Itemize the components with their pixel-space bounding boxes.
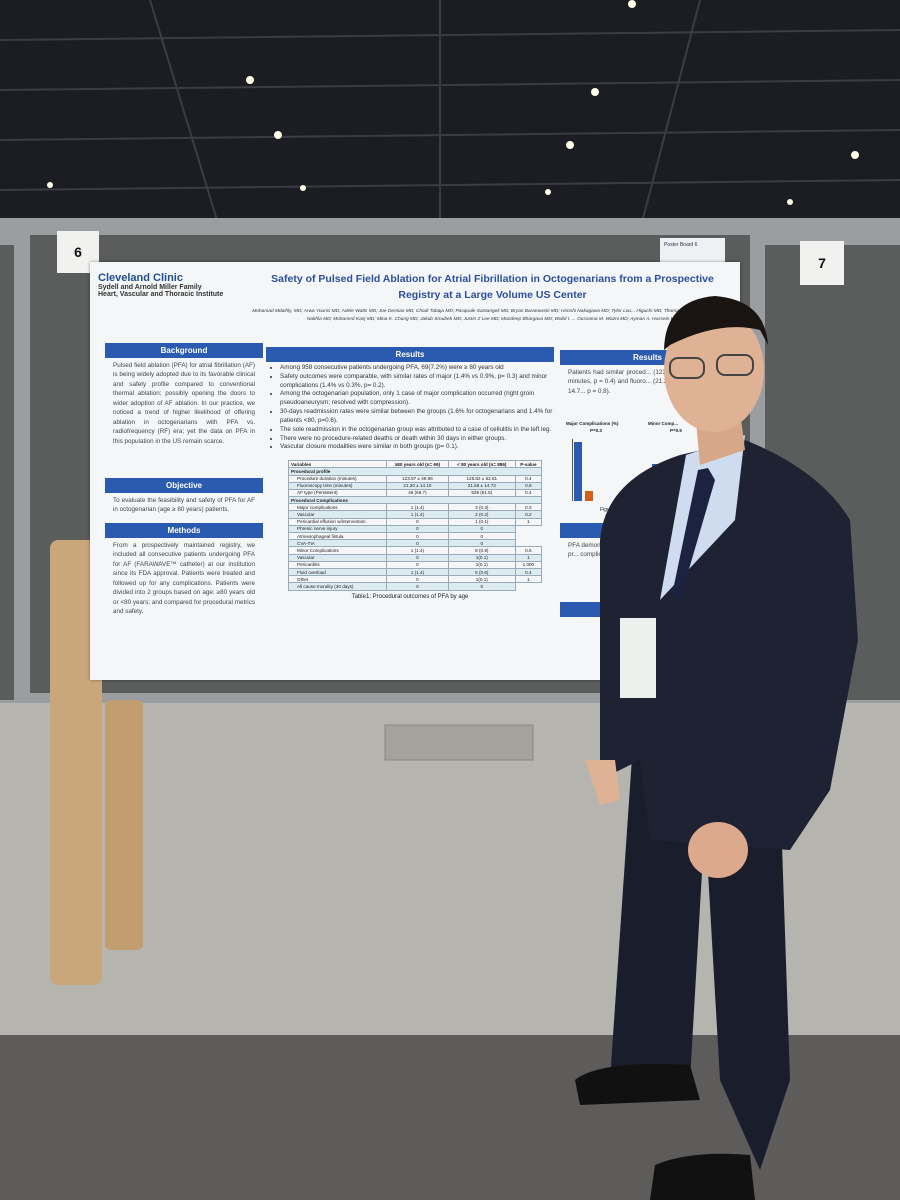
result-bullet: There were no procedure-related deaths o… — [280, 435, 554, 444]
board-number: 7 — [800, 241, 844, 285]
result-bullet: Safety outcomes were comparable, with si… — [280, 373, 554, 391]
table-cell: Procedure duration (minutes) — [288, 474, 387, 483]
table-row: AF type (Persistent) 46 (66.7) 539 (61.5) 0… — [288, 488, 543, 498]
table-cell: 0 — [385, 582, 449, 591]
table-row: Fluoroscopy time (minutes) 21.20 ± 14.10 2… — [288, 481, 543, 490]
table-cell: 1 — [514, 517, 543, 526]
chart-label: P=0.3 — [590, 428, 602, 433]
tie — [672, 468, 715, 600]
results-list: Among 958 consecutive patients undergoin… — [266, 364, 554, 452]
board-sign-text: Poster Board 6 — [664, 242, 698, 248]
result-bullet: Among the octogenarian population, only … — [280, 390, 554, 408]
poster-tube — [50, 540, 102, 985]
table-row: Procedural profile — [288, 467, 542, 476]
result-bullet: Vascular closure modalities were similar… — [280, 443, 554, 452]
table-header-cell: P-value — [514, 460, 543, 469]
table-cell: Procedural profile — [288, 467, 542, 476]
chart-label: Minor Comp... — [648, 421, 678, 426]
poster-authors: Mohamad Mdaihly, MD; Arwa Younis MD; Ade… — [252, 309, 733, 322]
ceiling-lights — [47, 0, 859, 205]
section-heading: Background — [105, 343, 263, 358]
table-cell: 1 — [514, 575, 543, 584]
middle-column: Results Among 958 consecutive patients u… — [266, 347, 554, 600]
jacket — [600, 440, 858, 850]
hair — [664, 296, 768, 350]
section-heading: Results — [266, 347, 554, 362]
table-cell: 123.87 ± 49.96 — [385, 474, 449, 483]
section-text: To evaluate the feasibility and safety o… — [113, 497, 255, 514]
hand — [585, 760, 620, 805]
shoe — [650, 1153, 755, 1200]
poster-logo: Cleveland Clinic Sydell and Arnold Mille… — [98, 272, 248, 298]
result-bullet: The sole readmission in the octogenarian… — [280, 426, 554, 435]
ceiling-truss — [0, 0, 900, 231]
section-heading: Objective — [105, 478, 263, 493]
poster-title: Safety of Pulsed Field Ablation for Atri… — [271, 273, 714, 301]
section-text: From a prospectively maintained registry… — [113, 542, 255, 616]
institution: Cleveland Clinic — [98, 272, 183, 284]
table-cell: 21.20 ± 14.10 — [385, 481, 449, 490]
chart-label: Major Complications (%) — [566, 421, 619, 426]
table-cell: 0.8 — [514, 481, 543, 490]
table-caption: Table1: Procedural outcomes of PFA by ag… — [351, 593, 469, 600]
table-cell: 0.3 — [514, 503, 543, 512]
department: Heart, Vascular and Thoracic Institute — [98, 291, 224, 298]
table-row: Procedure duration (minutes) 123.87 ± 49.… — [288, 474, 543, 483]
table-header-cell: Variables — [288, 460, 387, 469]
table-cell: Major complications — [288, 503, 387, 512]
department: Sydell and Arnold Miller Family — [98, 284, 202, 291]
table-cell: 46 (66.7) — [385, 488, 449, 498]
chart-label: P=0.5 — [670, 428, 682, 433]
chart-bar — [585, 491, 593, 501]
table-row: All cause morality (30 days) 0 0 — [288, 582, 542, 591]
table-cell: Procedural Complications — [288, 496, 542, 505]
shoe — [575, 1064, 700, 1105]
section-text: Patients had similar proced... (123.87 ±… — [568, 369, 727, 395]
table-cell: Fluoroscopy time (minutes) — [288, 481, 387, 490]
section-heading: Methods — [105, 523, 263, 538]
badge — [620, 618, 656, 698]
result-bullet: Among 958 consecutive patients undergoin… — [280, 364, 554, 373]
table-header-row: Variables ≥80 years old (n= 69) < 80 years… — [288, 460, 543, 469]
face — [664, 308, 764, 432]
result-bullet: 30-days readmission rates were similar b… — [280, 408, 554, 426]
section-text: Pulsed field ablation (PFA) for atrial f… — [113, 362, 255, 445]
chart-bar — [574, 442, 582, 501]
table-row: Procedural Complications — [288, 496, 542, 505]
poster-tube — [105, 700, 143, 950]
table-header-cell: ≥80 years old (n= 69) — [385, 460, 449, 469]
table-cell: 0.4 — [514, 474, 543, 483]
hand — [688, 822, 748, 878]
board-edge — [0, 245, 14, 700]
table-cell: 0 — [447, 582, 516, 591]
chart-axis — [572, 439, 573, 501]
table-cell: 0.4 — [514, 488, 543, 498]
table-row: Major complications 1 (1.4) 3 (0.3) 0.3 — [288, 503, 543, 512]
floor-panel — [384, 724, 534, 761]
table-wrap: Variables ≥80 years old (n= 69) < 80 years… — [266, 454, 554, 591]
glasses — [669, 354, 754, 379]
table-cell: AF type (Persistent) — [288, 488, 387, 498]
table-cell: All cause morality (30 days) — [288, 582, 387, 591]
table-cell: 1 (1.4) — [385, 503, 449, 512]
left-column: Background Pulsed field ablation (PFA) f… — [105, 343, 263, 620]
results-table: Variables ≥80 years old (n= 69) < 80 years… — [288, 460, 543, 591]
